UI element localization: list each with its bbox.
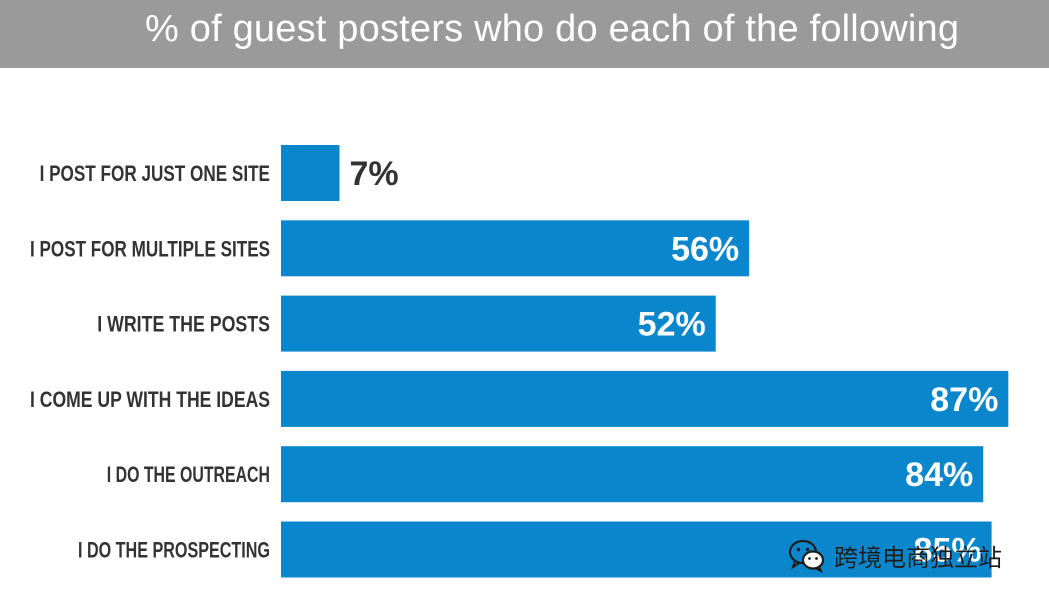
category-label-1: I POST FOR JUST ONE SITE <box>40 161 270 186</box>
category-label-5: I DO THE OUTREACH <box>107 462 270 487</box>
bar-3 <box>281 295 716 352</box>
wechat-icon <box>788 539 825 573</box>
value-label-5: 84% <box>905 456 973 494</box>
value-label-2: 56% <box>671 230 739 268</box>
bar-4 <box>281 370 1009 427</box>
bar-2 <box>281 220 750 277</box>
chart-title: % of guest posters who do each of the fo… <box>145 8 960 50</box>
value-label-1: 7% <box>350 155 399 193</box>
title-bar: % of guest posters who do each of the fo… <box>0 0 1049 68</box>
bar-6 <box>281 521 992 578</box>
category-label-3: I WRITE THE POSTS <box>97 312 270 337</box>
category-label-2: I POST FOR MULTIPLE SITES <box>30 236 270 261</box>
value-label-4: 87% <box>930 381 998 419</box>
bar-5 <box>281 446 984 503</box>
value-label-3: 52% <box>638 306 706 344</box>
bar-1 <box>281 145 340 201</box>
category-label-4: I COME UP WITH THE IDEAS <box>30 387 270 412</box>
value-label-6: 85% <box>914 532 982 570</box>
watermark: 跨境电商独立站 <box>788 538 1002 573</box>
watermark-text: 跨境电商独立站 <box>834 544 1002 572</box>
category-label-6: I DO THE PROSPECTING <box>78 538 270 563</box>
